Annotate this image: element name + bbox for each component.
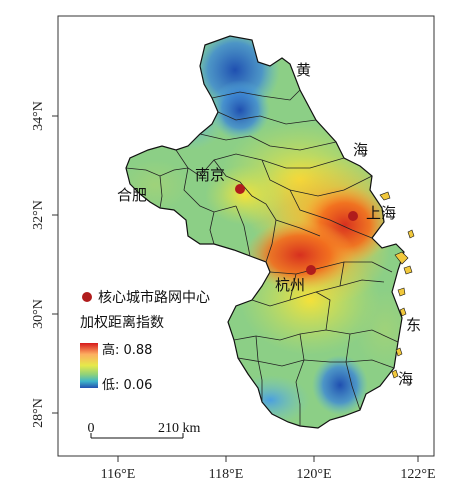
legend-high-label: 高: 0.88 <box>102 342 152 358</box>
city-point-nanjing <box>235 184 245 194</box>
city-point-hangzhou <box>306 265 316 275</box>
scale-distance-label: 210 km <box>158 421 201 436</box>
x-tick-label: 120°E <box>296 467 331 482</box>
sea-label: 海 <box>398 370 413 388</box>
x-tick-label: 122°E <box>400 467 435 482</box>
legend: 核心城市路网中心 加权距离指数 高: 0.88 低: 0.06 <box>80 289 210 393</box>
y-tick-label: 28°N <box>31 398 46 428</box>
legend-point-symbol <box>82 292 92 302</box>
city-label-nanjing: 南京 <box>195 166 225 184</box>
x-tick-label: 118°E <box>209 467 244 482</box>
axis-ticks <box>52 115 419 462</box>
scale-bar: 0 210 km <box>88 421 201 439</box>
admin-boundaries <box>125 89 399 426</box>
legend-low-label: 低: 0.06 <box>102 378 152 393</box>
legend-title: 加权距离指数 <box>80 314 164 331</box>
city-point-shanghai <box>348 211 358 221</box>
sea-label: 黄 <box>296 61 311 79</box>
y-tick-label: 34°N <box>31 101 46 131</box>
legend-color-ramp <box>80 343 98 388</box>
y-tick-label: 30°N <box>31 299 46 329</box>
y-tick-label: 32°N <box>31 200 46 230</box>
coastal-islands <box>379 191 415 379</box>
city-label-hangzhou: 杭州 <box>275 276 305 294</box>
x-tick-label: 116°E <box>101 467 136 482</box>
sea-label: 东 <box>406 316 421 334</box>
legend-point-label: 核心城市路网中心 <box>98 289 210 306</box>
scale-zero-label: 0 <box>88 421 95 436</box>
city-label-shanghai: 上海 <box>366 204 396 222</box>
sea-label: 海 <box>353 141 368 159</box>
city-label-hefei: 合肥 <box>117 186 147 204</box>
